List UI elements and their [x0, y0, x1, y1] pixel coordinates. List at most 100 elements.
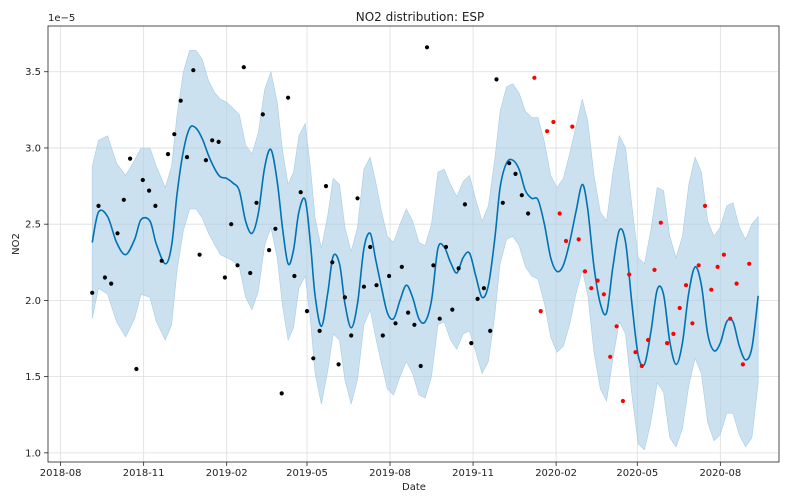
- holdout-point: [652, 267, 657, 272]
- y-tick-label: 2.5: [25, 220, 41, 231]
- history-point: [267, 248, 272, 253]
- history-point: [273, 226, 278, 231]
- history-point: [393, 321, 398, 326]
- holdout-point: [563, 238, 569, 244]
- history-point: [172, 132, 177, 137]
- history-point: [235, 263, 240, 268]
- holdout-point: [683, 283, 689, 288]
- history-point: [191, 68, 196, 73]
- history-point: [210, 138, 215, 143]
- x-tick-label: 2018-08: [40, 468, 82, 479]
- x-tick-label: 2019-02: [206, 468, 248, 479]
- x-tick-label: 2019-08: [369, 468, 411, 479]
- plot-frame: [47, 25, 780, 463]
- history-point: [134, 366, 139, 372]
- history-point: [456, 266, 461, 271]
- history-point: [102, 275, 107, 280]
- history-point: [462, 202, 467, 207]
- history-point: [500, 200, 505, 205]
- history-point: [128, 156, 133, 161]
- history-point: [349, 333, 354, 338]
- history-point: [513, 171, 518, 176]
- y-tick-label: 2.0: [25, 296, 41, 307]
- history-point: [406, 310, 411, 315]
- history-point: [481, 286, 486, 291]
- holdout-point: [671, 331, 676, 336]
- y-tick-label: 1.0: [25, 448, 41, 459]
- observed-points: [90, 45, 752, 404]
- holdout-point: [608, 354, 613, 359]
- history-point: [184, 155, 190, 160]
- history-point: [147, 188, 152, 193]
- history-point: [178, 98, 183, 103]
- x-axis-ticks: 2018-08 2018-11 2019-02 2019-05 2019-08 2019-…: [40, 462, 741, 479]
- history-point: [418, 363, 423, 369]
- history-point: [292, 273, 297, 279]
- history-point: [286, 95, 291, 100]
- history-point: [121, 197, 126, 202]
- x-tick-label: 2019-11: [452, 468, 494, 479]
- history-point: [330, 260, 335, 265]
- history-point: [304, 309, 310, 314]
- holdout-point: [734, 281, 739, 286]
- holdout-point: [702, 203, 708, 208]
- history-point: [241, 65, 246, 70]
- holdout-point: [633, 350, 638, 355]
- history-point: [96, 203, 101, 208]
- x-tick-label: 2018-11: [123, 468, 165, 479]
- history-point: [254, 200, 259, 205]
- history-point: [317, 328, 322, 333]
- forecast-line-path: [91, 125, 759, 367]
- history-point: [279, 391, 284, 396]
- history-point: [342, 295, 347, 300]
- holdout-point: [582, 269, 588, 274]
- history-point: [475, 296, 480, 301]
- holdout-point: [589, 286, 594, 291]
- history-point: [488, 328, 493, 333]
- holdout-point: [696, 263, 701, 268]
- holdout-point: [721, 252, 727, 257]
- y-tick-label: 3.5: [25, 67, 41, 78]
- history-point: [437, 316, 442, 321]
- history-point: [311, 356, 316, 361]
- holdout-point: [551, 119, 556, 125]
- holdout-point: [614, 324, 619, 329]
- holdout-point: [728, 316, 733, 321]
- history-point: [109, 281, 114, 286]
- history-point: [399, 264, 404, 269]
- history-point: [260, 112, 265, 117]
- y-tick-label: 3.0: [25, 143, 41, 154]
- x-tick-label: 2020-02: [535, 468, 577, 479]
- holdout-point: [715, 264, 720, 269]
- chart-title: NO2 distribution: ESP: [356, 10, 485, 24]
- holdout-point: [595, 278, 600, 283]
- history-point: [115, 231, 120, 236]
- history-point: [380, 333, 385, 338]
- history-point: [203, 158, 208, 163]
- holdout-point: [576, 237, 581, 242]
- history-point: [374, 283, 379, 288]
- history-point: [222, 275, 227, 280]
- history-point: [165, 152, 171, 157]
- holdout-point: [601, 292, 607, 297]
- uncertainty-band: [91, 50, 759, 451]
- forecast-line: [91, 125, 759, 367]
- holdout-point: [658, 220, 663, 225]
- history-point: [197, 252, 202, 257]
- holdout-point: [557, 211, 562, 216]
- history-point: [229, 222, 234, 227]
- x-tick-label: 2020-05: [616, 468, 658, 479]
- history-point: [323, 184, 329, 189]
- history-point: [248, 270, 253, 276]
- y-offset-label: 1e−5: [48, 13, 75, 24]
- history-point: [216, 139, 221, 144]
- y-axis-label: NO2: [11, 233, 22, 255]
- x-tick-label: 2019-05: [286, 468, 328, 479]
- history-point: [368, 244, 373, 250]
- history-point: [140, 177, 145, 183]
- history-point: [336, 362, 341, 367]
- holdout-point: [677, 305, 682, 311]
- history-point: [450, 307, 455, 312]
- holdout-point: [740, 362, 746, 367]
